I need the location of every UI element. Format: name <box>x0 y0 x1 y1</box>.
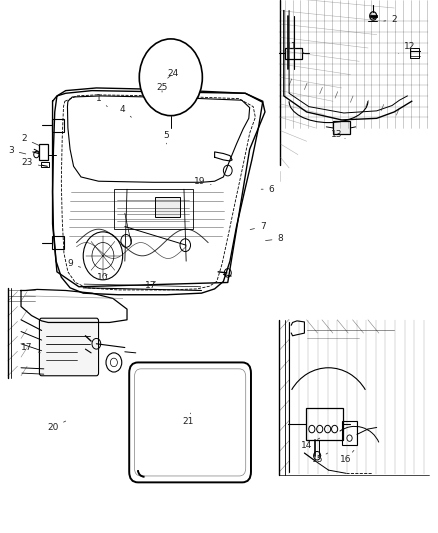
Text: 14: 14 <box>301 438 320 449</box>
Text: 13: 13 <box>331 130 345 139</box>
Text: 17: 17 <box>145 281 157 289</box>
Text: 2: 2 <box>21 134 39 146</box>
Bar <box>333 121 350 134</box>
Text: 19: 19 <box>194 177 211 185</box>
Text: 5: 5 <box>163 132 170 144</box>
Text: 24: 24 <box>167 69 179 78</box>
Text: 7: 7 <box>250 222 266 231</box>
Text: 15: 15 <box>312 453 328 464</box>
Bar <box>41 162 49 167</box>
FancyBboxPatch shape <box>39 318 99 376</box>
Text: 9: 9 <box>67 260 81 268</box>
Text: 10: 10 <box>97 273 109 281</box>
Bar <box>342 421 357 445</box>
Text: 8: 8 <box>265 235 283 243</box>
Circle shape <box>139 39 202 116</box>
Bar <box>39 144 48 160</box>
Text: 3: 3 <box>8 146 26 155</box>
Bar <box>114 189 193 229</box>
Circle shape <box>370 12 377 20</box>
Bar <box>52 119 64 132</box>
Text: 4: 4 <box>120 105 131 117</box>
Text: 23: 23 <box>21 158 41 167</box>
Text: 11: 11 <box>286 42 304 53</box>
Text: 6: 6 <box>261 185 275 193</box>
Text: 21: 21 <box>183 413 194 425</box>
Text: 12: 12 <box>399 42 415 53</box>
Text: 17: 17 <box>21 343 40 353</box>
Bar <box>410 48 419 58</box>
Text: 1: 1 <box>95 94 107 107</box>
Bar <box>285 48 302 59</box>
Bar <box>306 408 343 440</box>
Bar <box>52 236 64 249</box>
Text: 2: 2 <box>384 15 397 24</box>
Text: 16: 16 <box>340 450 354 464</box>
Text: 20: 20 <box>47 421 66 432</box>
Text: 25: 25 <box>156 84 168 92</box>
Bar <box>155 197 180 217</box>
